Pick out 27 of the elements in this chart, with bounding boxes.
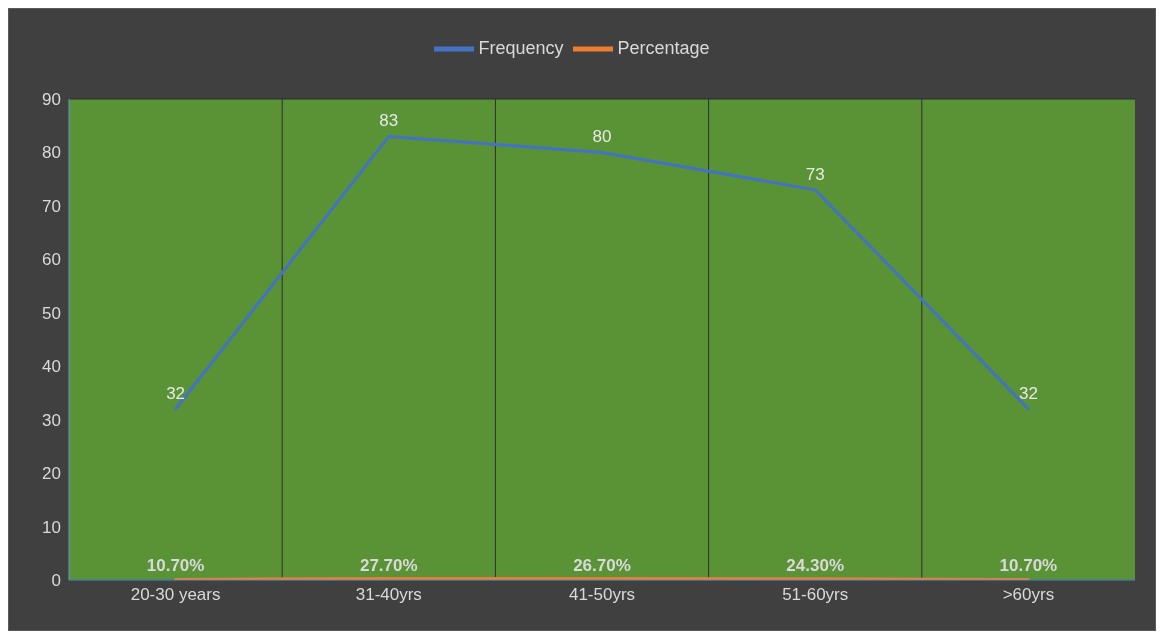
- x-tick-label: 20-30 years: [130, 585, 221, 605]
- x-tick-label: 31-40yrs: [355, 585, 422, 605]
- y-tick-label: 10: [42, 517, 61, 537]
- data-label: 73: [805, 164, 825, 184]
- y-tick-label: 0: [51, 571, 61, 591]
- data-label: 10.70%: [146, 556, 205, 576]
- data-label: 32: [166, 383, 186, 403]
- y-tick-label: 90: [42, 90, 61, 110]
- x-tick-label: 51-60yrs: [782, 585, 849, 605]
- y-tick-label: 40: [42, 357, 61, 377]
- legend-label: Percentage: [617, 37, 710, 58]
- y-tick-label: 50: [42, 303, 61, 323]
- data-label: 10.70%: [999, 556, 1058, 576]
- x-tick-label: >60yrs: [1002, 585, 1055, 605]
- y-tick-label: 20: [42, 464, 61, 484]
- data-label: 32: [1018, 383, 1038, 403]
- data-label: 27.70%: [359, 555, 418, 575]
- y-tick-label: 30: [42, 410, 61, 430]
- data-label: 83: [379, 111, 399, 131]
- y-tick-label: 60: [42, 250, 61, 270]
- data-label: 26.70%: [573, 555, 631, 575]
- y-tick-label: 80: [42, 143, 61, 163]
- data-label: 80: [592, 127, 612, 147]
- data-label: 24.30%: [786, 555, 845, 575]
- y-tick-label: 70: [42, 196, 61, 216]
- x-tick-label: 41-50yrs: [568, 585, 636, 605]
- legend-label: Frequency: [478, 37, 564, 58]
